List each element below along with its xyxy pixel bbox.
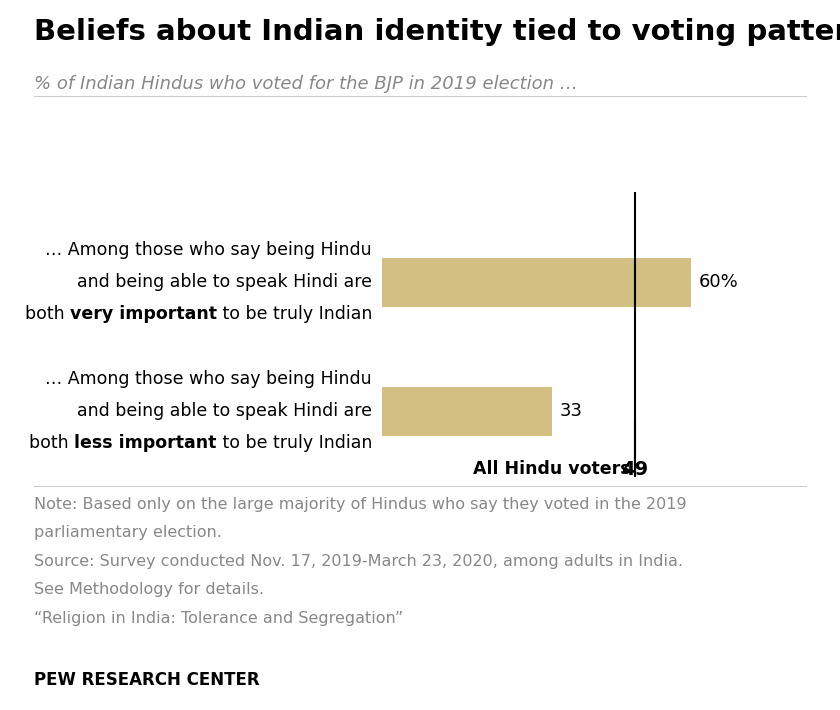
Text: and being able to speak Hindi are: and being able to speak Hindi are xyxy=(77,273,372,291)
Text: … Among those who say being Hindu: … Among those who say being Hindu xyxy=(45,241,372,259)
Text: both: both xyxy=(24,305,70,323)
Text: All Hindu voters: All Hindu voters xyxy=(474,460,631,479)
Text: … Among those who say being Hindu: … Among those who say being Hindu xyxy=(45,370,372,388)
Text: less important: less important xyxy=(75,434,217,452)
Text: both: both xyxy=(29,434,75,452)
Text: Beliefs about Indian identity tied to voting patterns: Beliefs about Indian identity tied to vo… xyxy=(34,18,840,45)
Text: 60%: 60% xyxy=(699,273,739,291)
Text: to be truly Indian: to be truly Indian xyxy=(217,305,372,323)
Text: Source: Survey conducted Nov. 17, 2019-March 23, 2020, among adults in India.: Source: Survey conducted Nov. 17, 2019-M… xyxy=(34,554,683,569)
Text: % of Indian Hindus who voted for the BJP in 2019 election …: % of Indian Hindus who voted for the BJP… xyxy=(34,75,577,92)
Text: PEW RESEARCH CENTER: PEW RESEARCH CENTER xyxy=(34,671,260,689)
Text: See Methodology for details.: See Methodology for details. xyxy=(34,582,264,597)
Text: “Religion in India: Tolerance and Segregation”: “Religion in India: Tolerance and Segreg… xyxy=(34,611,403,626)
Text: parliamentary election.: parliamentary election. xyxy=(34,525,222,540)
Text: Note: Based only on the large majority of Hindus who say they voted in the 2019: Note: Based only on the large majority o… xyxy=(34,497,686,512)
Text: 33: 33 xyxy=(560,402,583,420)
Text: to be truly Indian: to be truly Indian xyxy=(217,434,372,452)
Text: 49: 49 xyxy=(621,460,648,479)
Bar xyxy=(382,387,552,436)
Text: very important: very important xyxy=(70,305,217,323)
Text: and being able to speak Hindi are: and being able to speak Hindi are xyxy=(77,402,372,420)
Bar xyxy=(382,258,691,307)
